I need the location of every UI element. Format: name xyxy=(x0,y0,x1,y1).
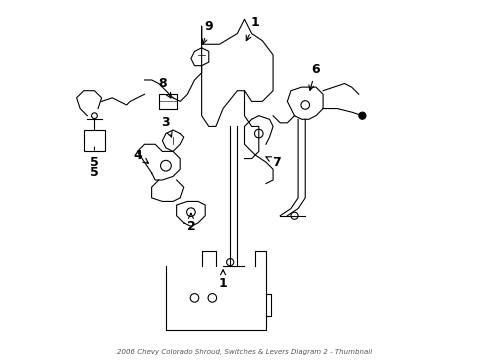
Text: 5: 5 xyxy=(90,147,99,169)
Text: 5: 5 xyxy=(90,166,99,179)
Text: 6: 6 xyxy=(308,63,320,90)
Text: 4: 4 xyxy=(133,149,148,163)
Text: 7: 7 xyxy=(265,156,281,169)
Bar xyxy=(83,130,105,152)
Bar xyxy=(159,94,176,109)
Text: 9: 9 xyxy=(202,20,213,44)
Text: 2: 2 xyxy=(186,213,195,233)
Text: 3: 3 xyxy=(161,116,172,137)
Text: 1: 1 xyxy=(246,17,259,41)
Text: 2006 Chevy Colorado Shroud, Switches & Levers Diagram 2 - Thumbnail: 2006 Chevy Colorado Shroud, Switches & L… xyxy=(117,349,371,355)
Text: 1: 1 xyxy=(218,270,227,290)
Circle shape xyxy=(358,112,365,119)
Text: 8: 8 xyxy=(158,77,171,98)
